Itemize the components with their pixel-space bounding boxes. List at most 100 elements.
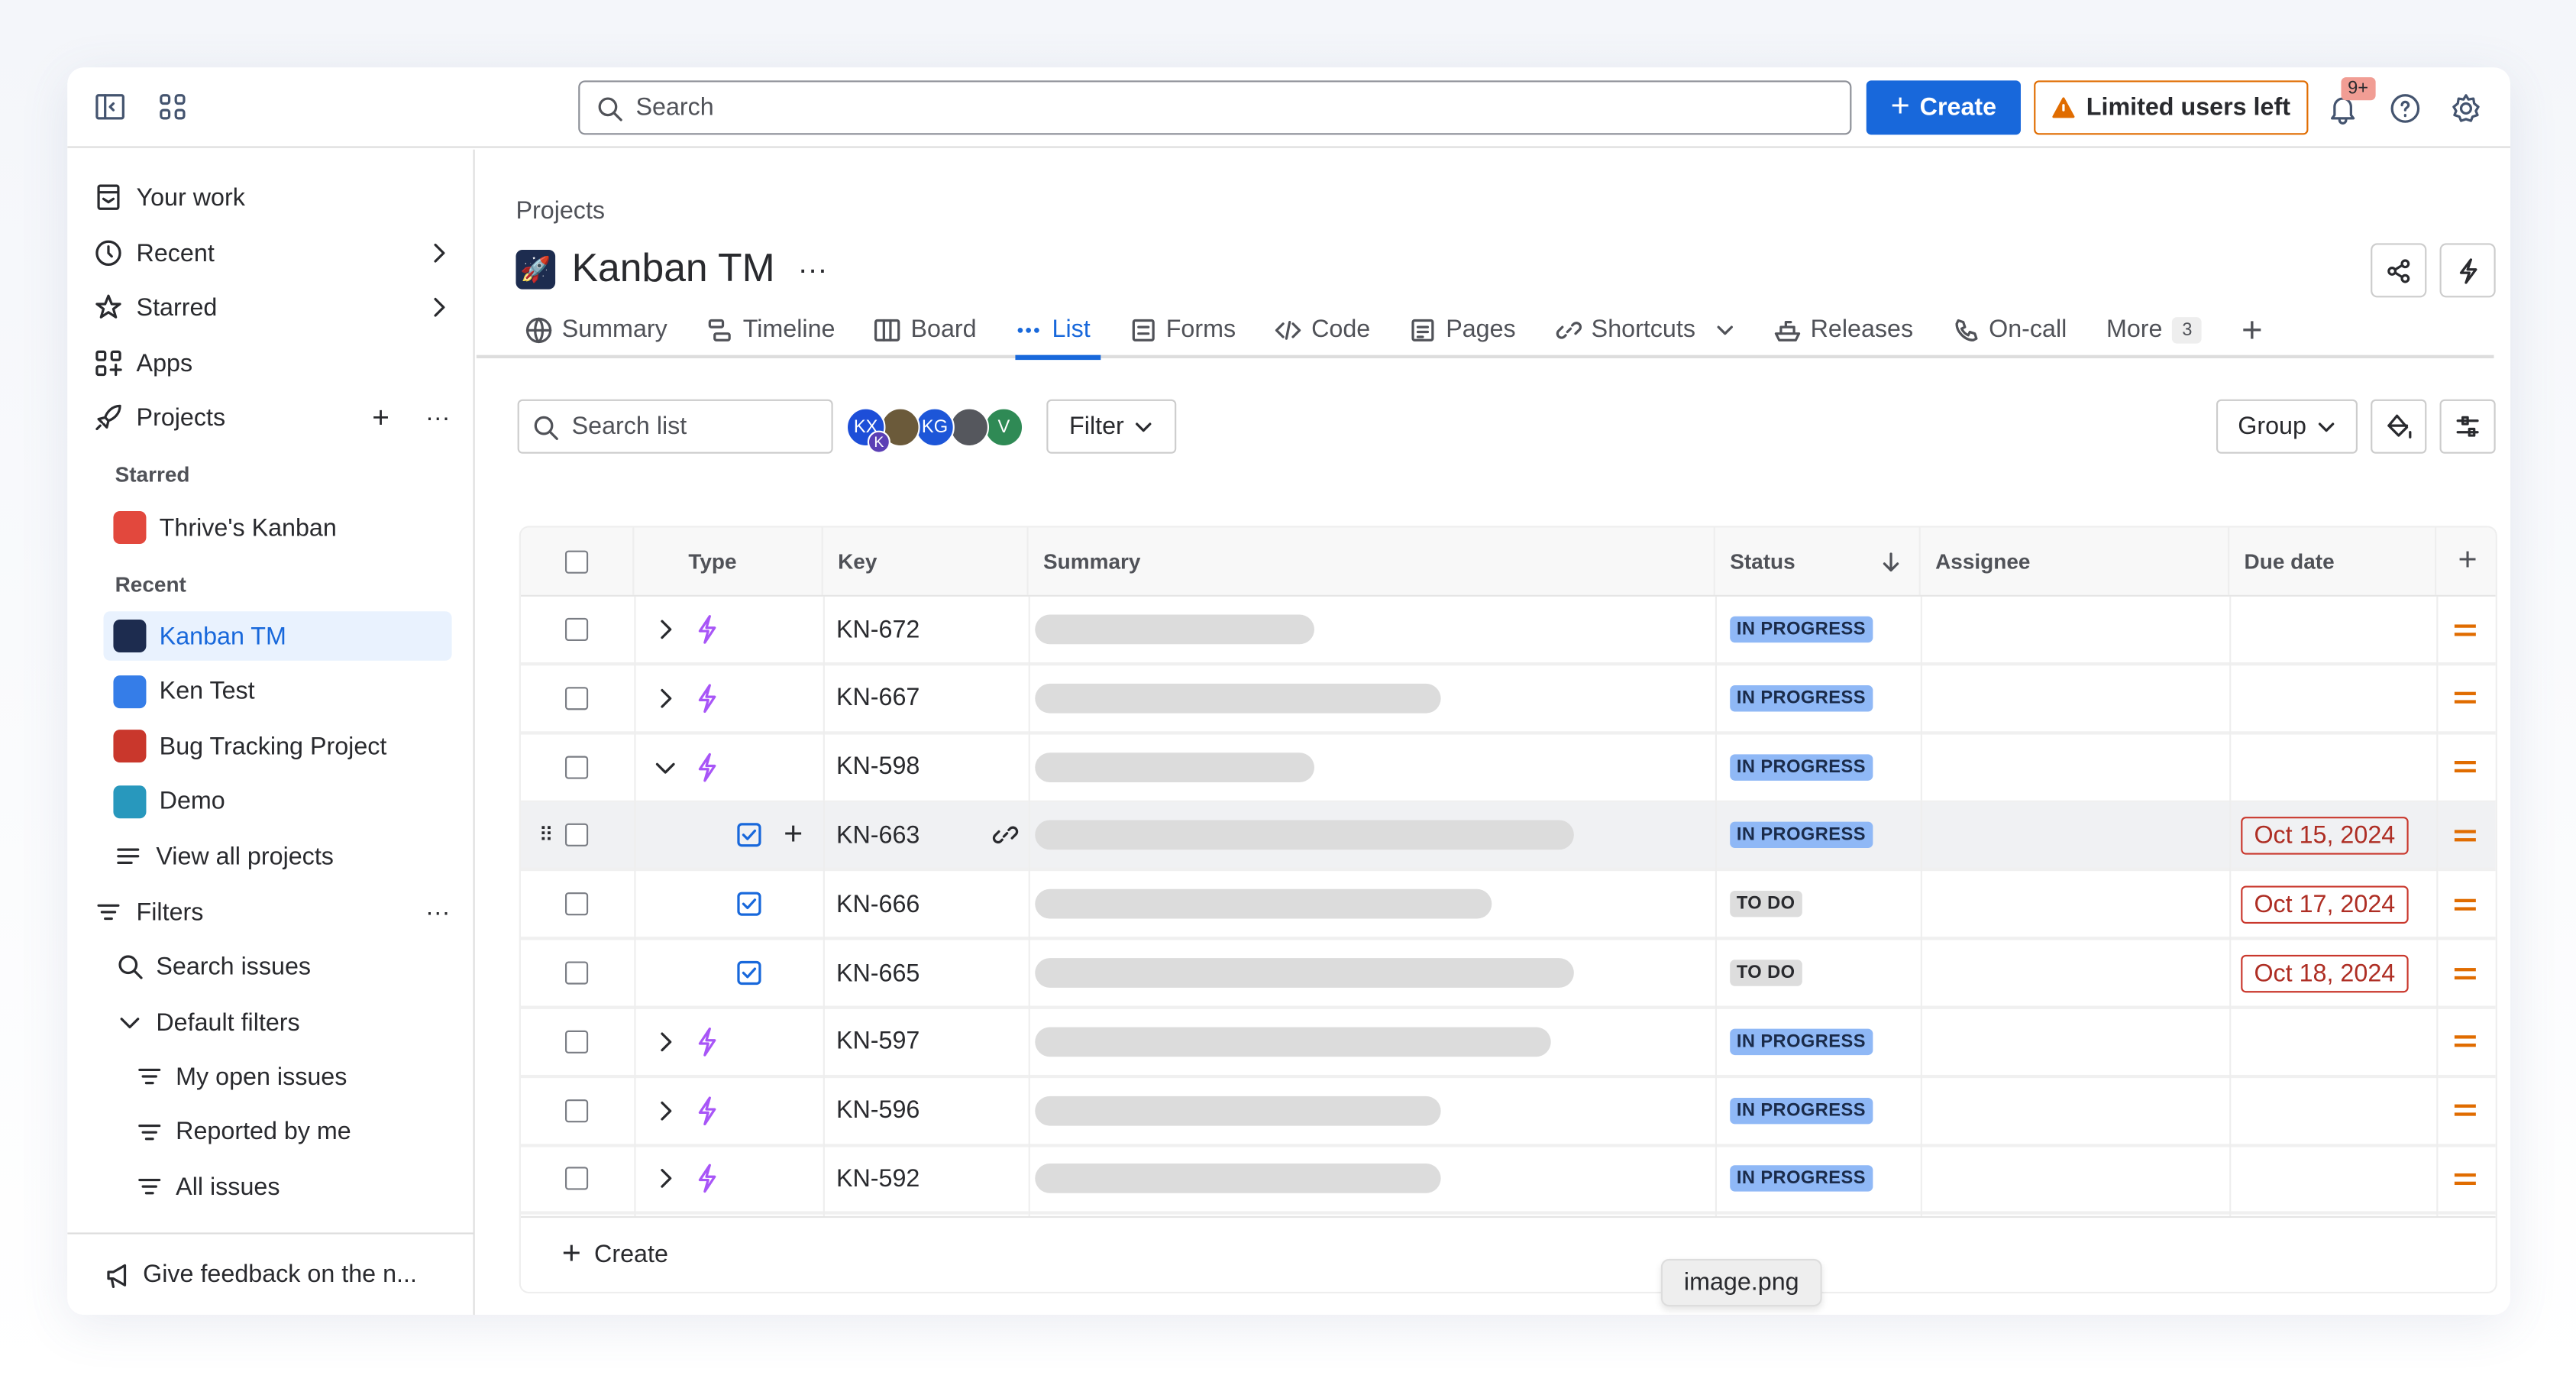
summary-redacted[interactable] <box>1035 1095 1441 1125</box>
status-badge[interactable]: IN PROGRESS <box>1730 1166 1873 1193</box>
tab-pages[interactable]: Pages <box>1410 303 1536 357</box>
sidebar-project[interactable]: Bug Tracking Project <box>113 721 450 771</box>
tab-more[interactable]: More 3 <box>2106 303 2222 357</box>
table-row[interactable]: KN-598 IN PROGRESS <box>520 734 2496 804</box>
share-button[interactable] <box>2371 243 2427 298</box>
create-issue-button[interactable]: + Create <box>520 1215 2496 1292</box>
row-checkbox[interactable] <box>565 1030 589 1053</box>
tab-summary[interactable]: Summary <box>525 303 687 357</box>
avatar[interactable]: KG <box>915 407 955 448</box>
row-checkbox[interactable] <box>565 1099 589 1122</box>
status-badge[interactable]: TO DO <box>1730 960 1802 986</box>
summary-redacted[interactable] <box>1035 958 1574 988</box>
limited-users-button[interactable]: Limited users left <box>2034 80 2309 135</box>
add-column-icon[interactable]: + <box>2458 542 2477 579</box>
issue-key[interactable]: KN-666 <box>836 890 920 918</box>
table-row[interactable]: KN-597 IN PROGRESS <box>520 1008 2496 1078</box>
more-icon[interactable]: ··· <box>797 252 828 286</box>
status-badge[interactable]: IN PROGRESS <box>1730 822 1873 849</box>
chevron-right-icon[interactable] <box>654 618 677 641</box>
breadcrumb[interactable]: Projects <box>516 197 606 225</box>
color-fill-button[interactable] <box>2371 399 2427 454</box>
summary-redacted[interactable] <box>1035 889 1492 919</box>
issue-key[interactable]: KN-663 <box>836 821 920 850</box>
header-key[interactable]: Key <box>823 527 1029 595</box>
gear-icon[interactable] <box>2449 92 2482 125</box>
tab-board[interactable]: Board <box>874 303 996 357</box>
view-settings-button[interactable] <box>2439 399 2496 454</box>
issue-key[interactable]: KN-667 <box>836 684 920 713</box>
status-badge[interactable]: IN PROGRESS <box>1730 753 1873 780</box>
table-row[interactable]: KN-666 TO DO Oct 17, 2024 <box>520 872 2496 940</box>
view-all-projects[interactable]: View all projects <box>113 832 450 882</box>
summary-redacted[interactable] <box>1035 1164 1441 1194</box>
avatar[interactable]: V <box>984 407 1024 448</box>
summary-redacted[interactable] <box>1035 1027 1551 1057</box>
due-date[interactable]: Oct 17, 2024 <box>2241 885 2409 924</box>
sidebar-filter[interactable]: All issues <box>137 1162 451 1212</box>
header-assignee[interactable]: Assignee <box>1921 527 2230 595</box>
table-row[interactable]: KN-592 IN PROGRESS <box>520 1146 2496 1215</box>
sidebar-filter[interactable]: Reported by me <box>137 1107 451 1157</box>
table-row[interactable]: KN-667 IN PROGRESS <box>520 665 2496 735</box>
add-tab-icon[interactable]: + <box>2241 308 2263 350</box>
chevron-right-icon[interactable] <box>654 1030 677 1053</box>
sidebar-filter[interactable]: My open issues <box>137 1052 451 1102</box>
status-badge[interactable]: IN PROGRESS <box>1730 685 1873 712</box>
sidebar-item-projects[interactable]: Projects + ··· <box>94 393 450 442</box>
row-checkbox[interactable] <box>565 1167 589 1191</box>
header-summary[interactable]: Summary <box>1029 527 1715 595</box>
sidebar-item-filters[interactable]: Filters ··· <box>94 888 451 937</box>
group-button[interactable]: Group <box>2216 399 2358 454</box>
sidebar-item-starred[interactable]: Starred <box>94 283 451 332</box>
chevron-right-icon[interactable] <box>654 1167 677 1190</box>
issue-key[interactable]: KN-672 <box>836 615 920 644</box>
chevron-down-icon[interactable] <box>654 756 677 778</box>
summary-redacted[interactable] <box>1035 820 1574 851</box>
issue-key[interactable]: KN-596 <box>836 1096 920 1125</box>
filter-button[interactable]: Filter <box>1046 399 1177 454</box>
row-checkbox[interactable] <box>565 755 589 778</box>
tab-forms[interactable]: Forms <box>1130 303 1256 357</box>
tab-code[interactable]: Code <box>1275 303 1390 357</box>
status-badge[interactable]: IN PROGRESS <box>1730 1097 1873 1124</box>
issue-key[interactable]: KN-665 <box>836 959 920 987</box>
summary-redacted[interactable] <box>1035 614 1314 645</box>
tab-shortcuts[interactable]: Shortcuts <box>1555 303 1754 357</box>
sidebar-toggle-icon[interactable] <box>94 90 127 123</box>
row-checkbox[interactable] <box>565 892 589 916</box>
table-row[interactable]: KN-596 IN PROGRESS <box>520 1077 2496 1147</box>
issue-key[interactable]: KN-598 <box>836 752 920 782</box>
sidebar-item-your-work[interactable]: Your work <box>94 173 451 222</box>
status-badge[interactable]: IN PROGRESS <box>1730 1028 1873 1055</box>
tab-releases[interactable]: Releases <box>1774 303 1933 357</box>
select-all-checkbox[interactable] <box>565 549 589 573</box>
row-checkbox[interactable] <box>565 617 589 641</box>
search-input[interactable]: Search <box>578 80 1852 135</box>
sidebar-item-recent[interactable]: Recent <box>94 228 451 278</box>
sidebar-project[interactable]: Kanban TM <box>103 611 452 661</box>
table-row[interactable]: KN-672 IN PROGRESS <box>520 597 2496 666</box>
due-date[interactable]: Oct 18, 2024 <box>2241 953 2409 992</box>
link-icon[interactable] <box>992 822 1019 848</box>
more-icon[interactable]: ··· <box>425 898 451 927</box>
row-checkbox[interactable] <box>565 961 589 985</box>
sidebar-project[interactable]: Ken Test <box>113 666 450 716</box>
feedback-button[interactable]: Give feedback on the n... <box>67 1232 474 1315</box>
summary-redacted[interactable] <box>1035 683 1441 714</box>
create-button[interactable]: + Create <box>1866 80 2021 135</box>
sidebar-project[interactable]: Thrive's Kanban <box>113 503 450 552</box>
row-checkbox[interactable] <box>565 686 589 710</box>
due-date[interactable]: Oct 15, 2024 <box>2241 816 2409 855</box>
search-list-input[interactable]: Search list <box>517 399 833 454</box>
status-badge[interactable]: IN PROGRESS <box>1730 616 1873 643</box>
header-due-date[interactable]: Due date <box>2229 527 2437 595</box>
issue-key[interactable]: KN-597 <box>836 1028 920 1056</box>
summary-redacted[interactable] <box>1035 752 1314 782</box>
avatar[interactable] <box>949 407 990 448</box>
sidebar-item-apps[interactable]: Apps <box>94 338 451 388</box>
chevron-right-icon[interactable] <box>654 1099 677 1121</box>
add-child-icon[interactable]: + <box>784 816 803 853</box>
automation-button[interactable] <box>2439 243 2496 298</box>
status-badge[interactable]: TO DO <box>1730 891 1802 918</box>
